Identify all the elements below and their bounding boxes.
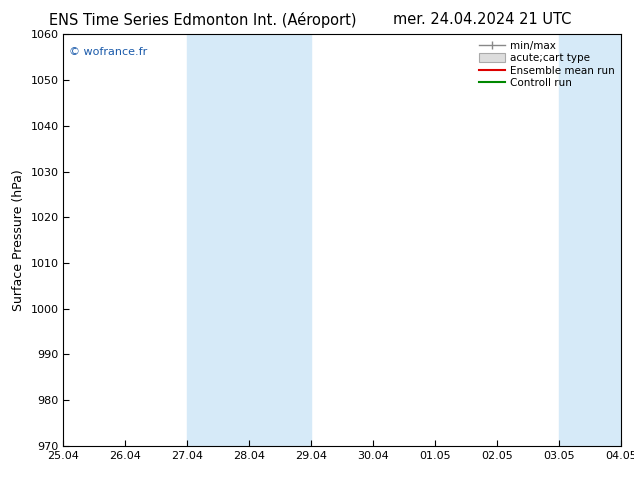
Text: © wofrance.fr: © wofrance.fr [69,47,147,57]
Bar [559,34,634,446]
Text: mer. 24.04.2024 21 UTC: mer. 24.04.2024 21 UTC [392,12,571,27]
Bar [188,34,311,446]
Y-axis label: Surface Pressure (hPa): Surface Pressure (hPa) [12,169,25,311]
Legend: min/max, acute;cart type, Ensemble mean run, Controll run: min/max, acute;cart type, Ensemble mean … [475,36,619,93]
Text: ENS Time Series Edmonton Int. (Aéroport): ENS Time Series Edmonton Int. (Aéroport) [49,12,357,28]
